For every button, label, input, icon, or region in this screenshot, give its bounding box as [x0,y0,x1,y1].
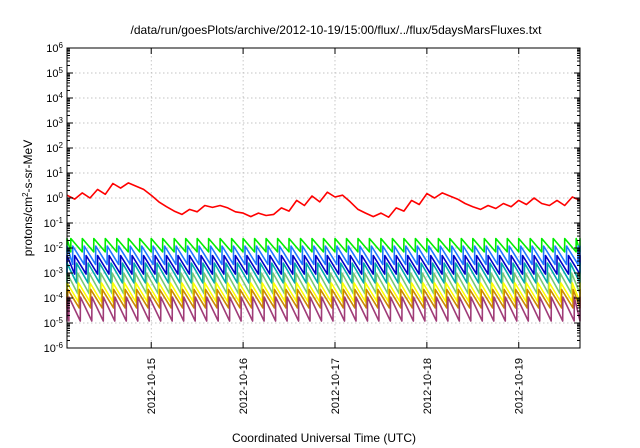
series-line-4 [66,254,581,275]
y-tick-label: 105 [46,66,63,81]
x-tick-label: 2012-10-15 [146,358,158,414]
series-line-1 [66,182,581,218]
series-line-7 [66,282,581,303]
y-tick-label: 103 [46,116,63,131]
y-tick-label: 10-2 [44,241,64,256]
y-tick-label: 104 [46,91,63,106]
series-line-8 [66,288,581,309]
y-tick-label: 10-3 [44,266,64,281]
y-tick-label: 106 [46,41,63,56]
y-tick-label: 101 [46,166,63,181]
series-line-5 [66,262,581,284]
y-tick-label: 10-5 [44,316,64,331]
y-tick-label: 10-6 [44,341,64,356]
plot-frame [66,47,581,349]
x-tick-label: 2012-10-16 [238,358,250,414]
y-tick-label: 100 [46,191,63,206]
y-axis-label-part2: -s-sr-MeV [21,140,35,193]
y-tick-label: 10-1 [44,216,64,231]
x-tick-label: 2012-10-18 [422,358,434,414]
y-axis-label: protons/cm2-s-sr-MeV [21,140,36,256]
x-tick-label: 2012-10-17 [330,358,342,414]
y-tick-label: 102 [46,141,63,156]
series-line-2 [66,237,581,253]
x-tick-label: 2012-10-19 [514,358,526,414]
chart-title: /data/run/goesPlots/archive/2012-10-19/1… [131,23,543,37]
y-axis-label-superscript: 2 [21,192,30,197]
series-line-3 [66,245,581,266]
x-tick-labels: 2012-10-15 2012-10-16 2012-10-17 2012-10-18… [146,358,526,414]
y-tick-labels: 10-6 10-5 10-4 10-3 10-2 10-1 100 101 102 103 104 1… [44,41,64,356]
series-line-9 [66,296,581,322]
y-axis-label-part1: protons/cm [21,197,35,256]
x-axis-label: Coordinated Universal Time (UTC) [232,431,416,445]
series-lines [66,182,581,322]
y-tick-label: 10-4 [44,291,64,306]
